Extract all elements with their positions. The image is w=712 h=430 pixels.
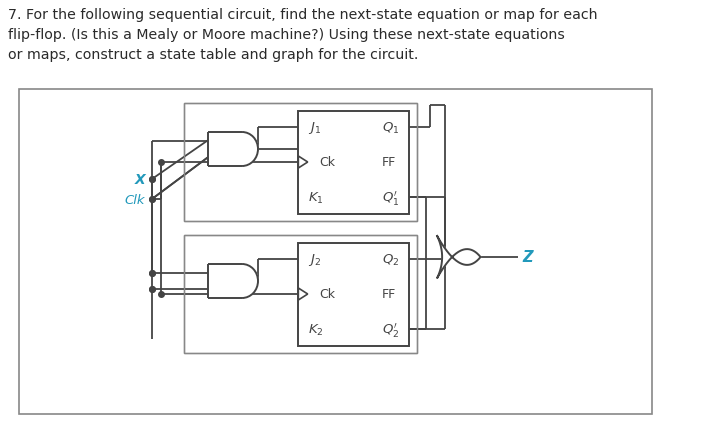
- Bar: [184, 236, 417, 353]
- Bar: [298, 243, 409, 346]
- Text: $K_2$: $K_2$: [308, 322, 323, 337]
- Polygon shape: [209, 133, 258, 166]
- Polygon shape: [437, 237, 481, 278]
- Bar: [184, 104, 417, 221]
- Text: X: X: [135, 172, 145, 187]
- Text: $K_1$: $K_1$: [308, 190, 323, 205]
- Bar: [298, 112, 409, 215]
- Bar: [184, 104, 417, 221]
- Text: Ck: Ck: [319, 156, 335, 169]
- Text: Clk: Clk: [125, 193, 145, 206]
- Text: FF: FF: [382, 156, 396, 169]
- Text: $J_1$: $J_1$: [308, 120, 321, 136]
- Text: 7. For the following sequential circuit, find the next-state equation or map for: 7. For the following sequential circuit,…: [8, 8, 597, 62]
- Text: Z: Z: [523, 250, 533, 265]
- Text: $Q_2$: $Q_2$: [382, 252, 399, 267]
- Polygon shape: [209, 264, 258, 298]
- Text: $Q_1'$: $Q_1'$: [382, 189, 399, 206]
- Text: $Q_1$: $Q_1$: [382, 120, 399, 135]
- Bar: [19, 90, 652, 414]
- Text: Ck: Ck: [319, 288, 335, 301]
- Text: $J_2$: $J_2$: [308, 252, 320, 267]
- Text: FF: FF: [382, 288, 396, 301]
- Bar: [184, 236, 417, 353]
- Text: $Q_2'$: $Q_2'$: [382, 320, 399, 338]
